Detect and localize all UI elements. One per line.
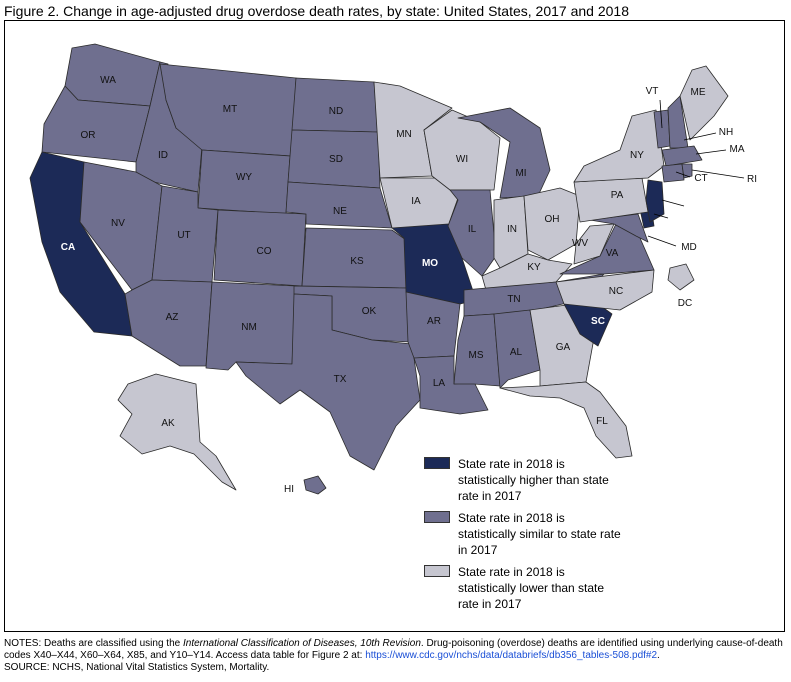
label-MO: MO bbox=[422, 258, 438, 269]
state-IL[interactable] bbox=[447, 189, 497, 277]
legend-item-higher: State rate in 2018 is statistically high… bbox=[424, 456, 624, 504]
label-MA: MA bbox=[730, 144, 745, 155]
label-OR: OR bbox=[81, 130, 96, 141]
state-MA[interactable] bbox=[661, 145, 703, 167]
label-MN: MN bbox=[396, 129, 412, 140]
legend-item-lower: State rate in 2018 is statistically lowe… bbox=[424, 564, 624, 612]
label-NM: NM bbox=[241, 322, 257, 333]
state-WV[interactable] bbox=[573, 223, 615, 265]
label-NV: NV bbox=[111, 218, 125, 229]
label-NH: NH bbox=[719, 127, 733, 138]
legend-swatch-similar bbox=[424, 511, 450, 523]
label-VT: VT bbox=[646, 86, 659, 97]
label-NC: NC bbox=[609, 286, 623, 297]
legend-text-higher: State rate in 2018 is statistically high… bbox=[458, 457, 609, 503]
state-NY[interactable] bbox=[573, 109, 665, 183]
label-CO: CO bbox=[257, 246, 272, 257]
label-LA: LA bbox=[433, 378, 446, 389]
label-TX: TX bbox=[334, 374, 347, 385]
label-MI: MI bbox=[515, 168, 526, 179]
label-NY: NY bbox=[630, 150, 644, 161]
notes-text: NOTES: Deaths are classified using the I… bbox=[4, 638, 783, 661]
notes-icd-title: International Classification of Diseases… bbox=[182, 638, 421, 649]
legend-swatch-lower bbox=[424, 565, 450, 577]
label-AZ: AZ bbox=[166, 312, 179, 323]
label-WV: WV bbox=[572, 238, 588, 249]
state-AZ[interactable] bbox=[124, 279, 213, 367]
state-NJ[interactable] bbox=[645, 179, 665, 223]
label-KY: KY bbox=[527, 262, 541, 273]
label-RI: RI bbox=[747, 174, 757, 185]
state-ND[interactable] bbox=[291, 77, 379, 133]
label-ME: ME bbox=[691, 87, 706, 98]
label-AR: AR bbox=[427, 316, 441, 327]
label-CA: CA bbox=[61, 242, 75, 253]
state-ME[interactable] bbox=[679, 65, 729, 141]
label-DE: DE bbox=[669, 212, 683, 223]
figure-title: Figure 2. Change in age-adjusted drug ov… bbox=[4, 3, 629, 19]
label-MT: MT bbox=[223, 104, 237, 115]
legend: State rate in 2018 is statistically high… bbox=[424, 456, 624, 618]
state-DC[interactable] bbox=[667, 263, 695, 291]
label-UT: UT bbox=[177, 230, 190, 241]
state-CT[interactable] bbox=[661, 163, 685, 183]
label-KS: KS bbox=[350, 256, 364, 267]
label-SD: SD bbox=[329, 154, 343, 165]
label-AK: AK bbox=[161, 418, 175, 429]
state-FL[interactable] bbox=[499, 381, 633, 459]
label-AL: AL bbox=[510, 347, 523, 358]
label-WY: WY bbox=[236, 172, 252, 183]
label-CT: CT bbox=[694, 173, 707, 184]
state-TX[interactable] bbox=[235, 293, 421, 471]
label-VA: VA bbox=[606, 248, 619, 259]
label-IN: IN bbox=[507, 224, 517, 235]
legend-text-similar: State rate in 2018 is statistically simi… bbox=[458, 511, 621, 557]
state-NE[interactable] bbox=[285, 181, 393, 229]
label-WA: WA bbox=[100, 75, 116, 86]
label-ND: ND bbox=[329, 106, 343, 117]
notes: NOTES: Deaths are classified using the I… bbox=[4, 638, 787, 674]
label-TN: TN bbox=[507, 294, 520, 305]
legend-text-lower: State rate in 2018 is statistically lowe… bbox=[458, 565, 605, 611]
label-OK: OK bbox=[362, 306, 377, 317]
label-ID: ID bbox=[158, 150, 168, 161]
label-DC: DC bbox=[678, 298, 692, 309]
state-NC[interactable] bbox=[555, 269, 655, 311]
state-LA[interactable] bbox=[413, 355, 489, 415]
state-RI[interactable] bbox=[681, 163, 693, 179]
label-IA: IA bbox=[411, 196, 421, 207]
label-FL: FL bbox=[596, 416, 608, 427]
data-table-link[interactable]: https://www.cdc.gov/nchs/data/databriefs… bbox=[365, 650, 658, 661]
label-PA: PA bbox=[611, 190, 624, 201]
label-NJ: NJ bbox=[689, 200, 702, 211]
label-OH: OH bbox=[545, 214, 560, 225]
label-IL: IL bbox=[468, 224, 477, 235]
label-MS: MS bbox=[469, 350, 484, 361]
source-text: SOURCE: NCHS, National Vital Statistics … bbox=[4, 662, 270, 673]
state-HI[interactable] bbox=[303, 475, 327, 495]
label-NE: NE bbox=[333, 206, 347, 217]
label-HI: HI bbox=[284, 484, 294, 495]
label-MD: MD bbox=[681, 242, 697, 253]
state-WI[interactable] bbox=[423, 109, 501, 191]
label-GA: GA bbox=[556, 342, 571, 353]
label-WI: WI bbox=[456, 154, 468, 165]
state-labels: WA OR CA ID NV MT WY UT CO AZ NM ND SD N… bbox=[61, 75, 757, 495]
state-AK[interactable] bbox=[117, 373, 237, 491]
label-SC: SC bbox=[591, 316, 605, 327]
legend-swatch-higher bbox=[424, 457, 450, 469]
state-AL[interactable] bbox=[493, 309, 541, 389]
legend-item-similar: State rate in 2018 is statistically simi… bbox=[424, 510, 624, 558]
leader-lines bbox=[647, 99, 745, 247]
